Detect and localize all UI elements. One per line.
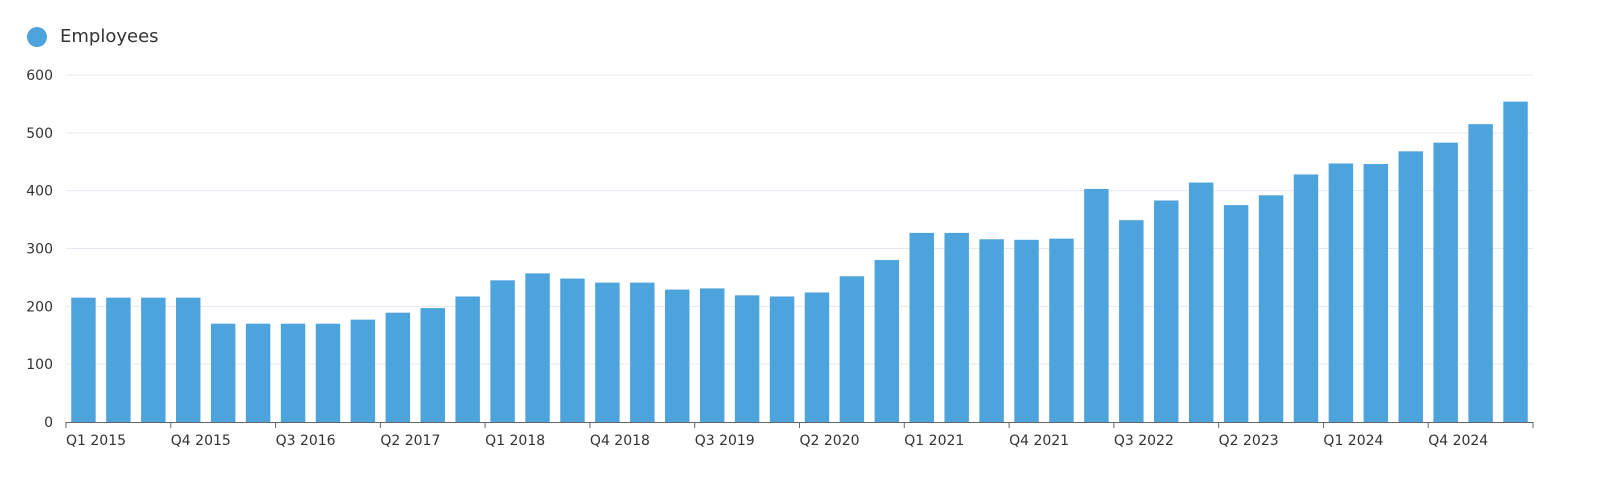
legend-label-employees: Employees bbox=[60, 26, 159, 47]
x-tick-label-q4-2021: Q4 2021 bbox=[1009, 433, 1069, 449]
x-tick-label-q1-2015: Q1 2015 bbox=[66, 433, 126, 449]
y-tick-label-100: 100 bbox=[26, 357, 53, 373]
y-tick-label-600: 600 bbox=[26, 68, 53, 84]
x-tick-label-q3-2022: Q3 2022 bbox=[1114, 433, 1174, 449]
x-tick-label-q2-2017: Q2 2017 bbox=[380, 433, 440, 449]
x-tick-label-q4-2024: Q4 2024 bbox=[1428, 433, 1488, 449]
grid-layer bbox=[66, 74, 1533, 365]
bar-q2-2016 bbox=[245, 323, 271, 422]
bar-q4-2019 bbox=[734, 295, 760, 422]
y-tick-label-0: 0 bbox=[44, 415, 53, 431]
bar-q1-2016 bbox=[210, 323, 236, 422]
bar-q3-2019 bbox=[699, 288, 725, 422]
bar-q1-2021 bbox=[909, 232, 934, 422]
bar-q2-2024 bbox=[1363, 164, 1389, 422]
x-tick-label-q3-2016: Q3 2016 bbox=[276, 433, 336, 449]
bar-q1-2015 bbox=[71, 297, 96, 422]
bar-q4-2018 bbox=[595, 282, 620, 422]
x-tick-label-q4-2015: Q4 2015 bbox=[171, 433, 231, 449]
bar-q1-2018 bbox=[490, 280, 515, 422]
bar-q1-2017 bbox=[350, 319, 376, 422]
bar-q2-2018 bbox=[525, 273, 550, 422]
axis-layer: 0 100 200 300 400 500 600 Q1 2015 Q4 2015 Q3 2016… bbox=[26, 68, 1534, 449]
bar-q3-2017 bbox=[420, 308, 445, 422]
bar-q4-2022 bbox=[1154, 200, 1179, 422]
bar-q1-2019 bbox=[630, 282, 655, 422]
x-tick-label-q1-2021: Q1 2021 bbox=[904, 433, 964, 449]
bar-q3-2015 bbox=[141, 297, 166, 422]
bar-q2-2020 bbox=[804, 292, 830, 422]
bar-q4-2016 bbox=[315, 323, 341, 422]
bar-q3-2020 bbox=[839, 276, 865, 422]
y-tick-label-300: 300 bbox=[26, 242, 53, 258]
bar-layer bbox=[71, 101, 1528, 423]
bar-q1-2024 bbox=[1328, 163, 1354, 423]
bar-q4-2017 bbox=[455, 296, 480, 422]
bar-q2-2021 bbox=[944, 232, 969, 422]
bar-q2-2017 bbox=[385, 312, 411, 422]
x-tick-label-q1-2024: Q1 2024 bbox=[1323, 433, 1383, 449]
bar-q3-2021 bbox=[979, 239, 1004, 422]
y-tick-label-200: 200 bbox=[26, 299, 53, 315]
bar-q4-2024 bbox=[1433, 142, 1458, 423]
bar-q4-2021 bbox=[1014, 239, 1039, 422]
x-tick-label-q1-2018: Q1 2018 bbox=[485, 433, 545, 449]
bar-q4-2015 bbox=[176, 297, 201, 422]
bar-q1-2025 bbox=[1468, 124, 1493, 423]
bar-q3-2024 bbox=[1398, 151, 1423, 422]
bar-q1-2022 bbox=[1049, 238, 1074, 422]
bar-q2-2025 bbox=[1503, 101, 1528, 422]
bar-q3-2018 bbox=[560, 278, 585, 422]
bar-q3-2016 bbox=[280, 323, 306, 422]
x-tick-label-q3-2019: Q3 2019 bbox=[695, 433, 755, 449]
legend-swatch-employees bbox=[27, 26, 47, 47]
y-tick-label-400: 400 bbox=[26, 184, 53, 200]
x-tick-label-q2-2020: Q2 2020 bbox=[800, 433, 860, 449]
bar-q2-2015 bbox=[106, 297, 131, 422]
bar-q2-2022 bbox=[1084, 188, 1109, 422]
legend: Employees bbox=[27, 26, 159, 47]
x-tick-label-q2-2023: Q2 2023 bbox=[1219, 433, 1279, 449]
y-tick-label-500: 500 bbox=[26, 126, 53, 142]
bar-q3-2023 bbox=[1258, 195, 1284, 422]
bar-q2-2023 bbox=[1223, 205, 1249, 422]
bar-q2-2019 bbox=[665, 289, 690, 422]
bar-q1-2020 bbox=[769, 296, 795, 422]
bar-q4-2020 bbox=[874, 260, 900, 422]
bar-q1-2023 bbox=[1188, 182, 1214, 422]
bar-q4-2023 bbox=[1293, 174, 1319, 422]
bar-q3-2022 bbox=[1119, 220, 1144, 422]
x-tick-label-q4-2018: Q4 2018 bbox=[590, 433, 650, 449]
